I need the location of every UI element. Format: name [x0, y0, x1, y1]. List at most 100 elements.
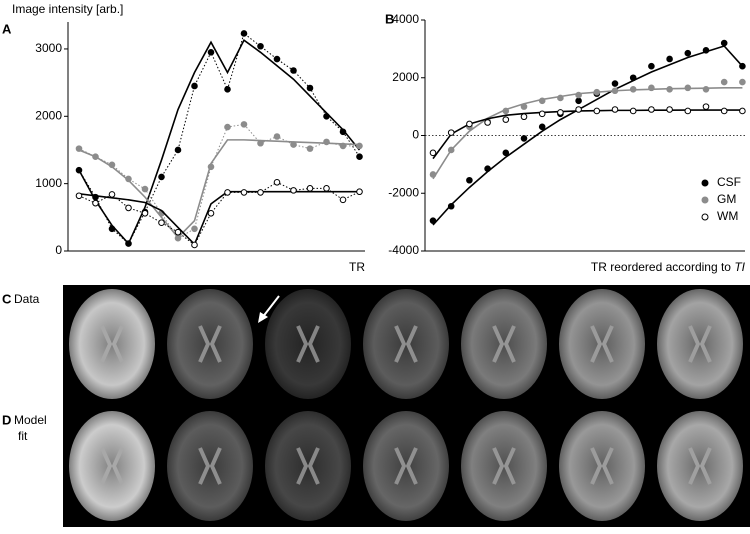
- point: [174, 234, 182, 242]
- y-tick-label: -4000: [388, 243, 419, 257]
- point: [429, 149, 437, 157]
- brain-images: [69, 289, 743, 521]
- data-line: [78, 123, 360, 239]
- point: [666, 106, 673, 113]
- point: [191, 225, 198, 233]
- point: [207, 163, 215, 171]
- point: [520, 113, 528, 121]
- point: [75, 166, 83, 174]
- point: [447, 129, 455, 136]
- point: [257, 42, 264, 50]
- data-line: [78, 181, 360, 246]
- point: [141, 185, 149, 193]
- point: [538, 110, 546, 118]
- point: [739, 62, 746, 70]
- point: [684, 107, 692, 115]
- point: [648, 84, 655, 92]
- point: [575, 97, 582, 105]
- y-tick-label: 4000: [392, 12, 419, 26]
- point: [429, 171, 437, 178]
- point: [611, 106, 619, 113]
- point: [629, 74, 637, 82]
- legend-label: CSF: [717, 175, 741, 189]
- point: [207, 209, 215, 217]
- x-axis-label-italic: TI: [734, 260, 745, 274]
- point: [684, 49, 692, 57]
- point: [593, 107, 601, 115]
- point: [224, 123, 231, 131]
- point: [356, 142, 363, 150]
- fit-line: [78, 38, 361, 246]
- point: [538, 123, 546, 131]
- point: [702, 47, 710, 54]
- point: [611, 80, 619, 87]
- point: [273, 179, 281, 186]
- point: [702, 86, 710, 93]
- ventricles: [688, 325, 712, 363]
- ventricles: [100, 447, 124, 485]
- ventricles: [590, 325, 614, 363]
- point: [158, 173, 165, 181]
- point: [447, 146, 455, 154]
- ventricles: [688, 447, 712, 485]
- point: [323, 112, 330, 120]
- point: [306, 84, 314, 92]
- data-line: [78, 32, 360, 245]
- ventricles: [296, 325, 320, 363]
- point: [75, 145, 83, 152]
- point: [191, 82, 198, 90]
- fit-line: [432, 87, 743, 180]
- point: [629, 107, 637, 115]
- point: [108, 161, 116, 169]
- point: [538, 97, 546, 105]
- point: [575, 106, 582, 113]
- point: [290, 67, 297, 74]
- point: [466, 120, 473, 128]
- ventricles: [198, 325, 222, 363]
- x-axis-label: TR: [349, 260, 365, 274]
- point: [502, 149, 510, 157]
- point: [339, 142, 347, 150]
- panel-label: C: [2, 291, 12, 306]
- point: [520, 135, 528, 142]
- ventricles: [492, 325, 516, 363]
- point: [702, 103, 710, 110]
- point: [273, 55, 281, 63]
- panel-label: D: [2, 412, 11, 427]
- legend-marker: [701, 213, 709, 221]
- point: [629, 86, 637, 93]
- point: [466, 176, 473, 184]
- y-tick-label: 2000: [35, 108, 62, 122]
- point: [339, 128, 347, 136]
- point: [92, 153, 99, 161]
- point: [484, 165, 491, 173]
- point: [684, 84, 692, 92]
- point: [174, 146, 182, 154]
- row-label: fit: [18, 429, 28, 443]
- ventricles: [492, 447, 516, 485]
- point: [739, 107, 746, 115]
- row-label: Model: [14, 413, 47, 427]
- point: [158, 219, 165, 227]
- point: [323, 185, 330, 192]
- point: [92, 199, 99, 207]
- point: [224, 189, 231, 196]
- plots: 0 1000 2000 3000 -4000 -2000 0 2000 4000 CSF GM WM: [35, 12, 746, 257]
- point: [240, 30, 248, 37]
- legend-marker: [701, 196, 709, 204]
- point: [75, 192, 83, 200]
- point: [575, 91, 582, 99]
- ventricles: [394, 447, 418, 485]
- fit-line: [432, 45, 743, 226]
- point: [108, 225, 116, 233]
- point: [720, 39, 728, 47]
- ventricles: [100, 325, 124, 363]
- fit-line: [78, 190, 360, 246]
- point: [240, 121, 248, 128]
- point: [257, 189, 264, 196]
- point: [502, 116, 510, 123]
- point: [290, 141, 297, 148]
- point: [174, 228, 182, 236]
- point: [306, 145, 314, 152]
- point: [502, 107, 510, 115]
